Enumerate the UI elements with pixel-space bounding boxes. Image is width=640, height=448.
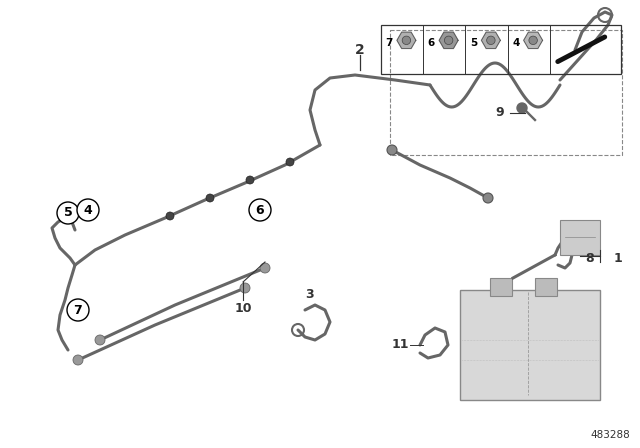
Text: 5: 5 — [63, 207, 72, 220]
Text: 10: 10 — [234, 302, 252, 314]
Text: 3: 3 — [306, 289, 314, 302]
Text: 6: 6 — [428, 38, 435, 47]
Text: 5: 5 — [470, 38, 477, 47]
Circle shape — [77, 199, 99, 221]
Circle shape — [73, 355, 83, 365]
Circle shape — [387, 145, 397, 155]
Polygon shape — [481, 32, 500, 48]
Text: 9: 9 — [496, 107, 504, 120]
Circle shape — [529, 36, 538, 44]
Text: 2: 2 — [355, 43, 365, 57]
Circle shape — [402, 36, 411, 44]
Bar — [560, 220, 600, 255]
Text: 8: 8 — [586, 251, 595, 264]
Text: 4: 4 — [512, 38, 520, 47]
Circle shape — [95, 335, 105, 345]
Circle shape — [260, 263, 270, 273]
Bar — [535, 278, 557, 296]
Bar — [490, 278, 512, 296]
Circle shape — [57, 202, 79, 224]
Circle shape — [249, 199, 271, 221]
Polygon shape — [439, 32, 458, 48]
Text: 483288: 483288 — [590, 430, 630, 440]
Text: 7: 7 — [385, 38, 393, 47]
FancyBboxPatch shape — [460, 290, 600, 400]
Text: 6: 6 — [256, 203, 264, 216]
Circle shape — [166, 212, 174, 220]
Text: 11: 11 — [391, 339, 409, 352]
Circle shape — [240, 283, 250, 293]
Text: 1: 1 — [614, 251, 622, 264]
Polygon shape — [524, 32, 543, 48]
Polygon shape — [397, 32, 416, 48]
Circle shape — [483, 193, 493, 203]
Circle shape — [286, 158, 294, 166]
Circle shape — [444, 36, 453, 44]
Bar — [381, 25, 621, 74]
Text: 4: 4 — [84, 203, 92, 216]
Circle shape — [246, 176, 254, 184]
Circle shape — [206, 194, 214, 202]
Circle shape — [486, 36, 495, 44]
Text: 7: 7 — [74, 303, 83, 316]
Circle shape — [517, 103, 527, 113]
Circle shape — [67, 299, 89, 321]
